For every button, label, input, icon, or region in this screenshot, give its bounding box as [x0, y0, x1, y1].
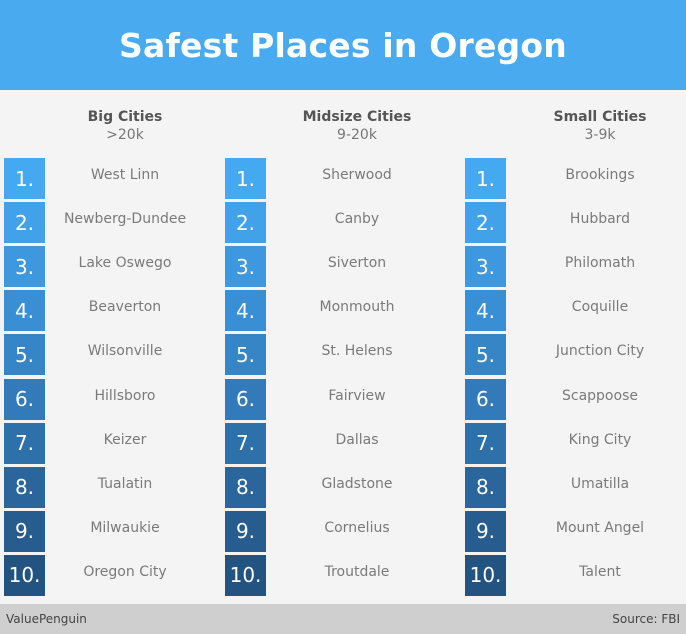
rank-badge: 4. — [4, 290, 45, 332]
city-name: Gladstone — [321, 475, 393, 492]
header-banner: Safest Places in Oregon — [0, 0, 686, 90]
city-name: Brookings — [565, 167, 635, 183]
city-name: Keizer — [103, 431, 147, 448]
column-subtitle: 9-20k — [337, 127, 377, 143]
rank-badge: 10. — [465, 554, 506, 596]
rank-badge: 1. — [225, 158, 266, 199]
rank-badge: 6. — [4, 378, 45, 420]
city-name: Scappoose — [562, 387, 638, 404]
rank-badge: 8. — [4, 466, 45, 508]
footer-bar: ValuePenguin Source: FBI — [0, 604, 686, 634]
rank-badge: 1. — [465, 158, 506, 199]
city-name: Siverton — [327, 255, 387, 272]
city-name: Hillsboro — [94, 387, 156, 404]
column-subtitle: >20k — [106, 127, 144, 143]
column-header: Small Cities 3-9k — [500, 108, 686, 144]
rank-badge: 7. — [225, 422, 266, 464]
city-name: Hubbard — [569, 211, 631, 228]
rank-badge: 3. — [465, 246, 506, 288]
rank-badge: 2. — [225, 202, 266, 244]
city-name: West Linn — [90, 167, 160, 183]
city-name: King City — [568, 431, 632, 448]
city-name: Monmouth — [319, 299, 395, 316]
city-name: Milwaukie — [90, 519, 160, 536]
rank-badge: 3. — [4, 246, 45, 288]
city-name: Tualatin — [97, 475, 153, 492]
rank-badge: 5. — [225, 334, 266, 376]
rank-badge: 6. — [465, 378, 506, 420]
city-name: Sherwood — [322, 167, 392, 183]
rank-badge: 10. — [4, 554, 45, 596]
column-title: Small Cities — [553, 109, 647, 125]
rank-badge: 7. — [465, 422, 506, 464]
column-title: Midsize Cities — [302, 109, 412, 125]
column-title: Big Cities — [87, 109, 163, 125]
city-name: Newberg-Dundee — [63, 211, 187, 228]
city-name: Coquille — [571, 299, 629, 316]
column-header: Big Cities >20k — [25, 108, 225, 144]
city-name: Junction City — [555, 343, 645, 360]
rank-badge: 9. — [4, 510, 45, 552]
city-name: Dallas — [335, 431, 379, 448]
city-name: St. Helens — [321, 343, 393, 360]
city-name: Mount Angel — [555, 519, 645, 536]
city-name: Cornelius — [324, 519, 390, 536]
page-title: Safest Places in Oregon — [119, 25, 567, 65]
city-name: Canby — [334, 211, 380, 228]
column-subtitle: 3-9k — [584, 127, 616, 143]
rank-badge: 6. — [225, 378, 266, 420]
rank-badge: 7. — [4, 422, 45, 464]
rank-badge: 1. — [4, 158, 45, 199]
city-name: Troutdale — [324, 563, 390, 580]
rank-badge: 4. — [225, 290, 266, 332]
brand-label: ValuePenguin — [6, 612, 87, 626]
rank-badge: 9. — [465, 510, 506, 552]
rankings-panel — [0, 90, 686, 604]
rank-badge: 3. — [225, 246, 266, 288]
city-name: Beaverton — [88, 299, 162, 316]
city-name: Philomath — [564, 255, 636, 272]
rank-badge: 8. — [465, 466, 506, 508]
rank-badge: 9. — [225, 510, 266, 552]
rank-badge: 2. — [465, 202, 506, 244]
city-name: Oregon City — [83, 563, 167, 580]
rank-badge: 8. — [225, 466, 266, 508]
column-header: Midsize Cities 9-20k — [257, 108, 457, 144]
rank-badge: 5. — [465, 334, 506, 376]
city-name: Talent — [579, 563, 621, 580]
source-label: Source: FBI — [612, 612, 680, 626]
city-name: Umatilla — [570, 475, 630, 492]
city-name: Lake Oswego — [78, 255, 172, 272]
rank-badge: 5. — [4, 334, 45, 376]
city-name: Wilsonville — [87, 343, 163, 360]
city-name: Fairview — [328, 387, 386, 404]
rank-badge: 4. — [465, 290, 506, 332]
rank-badge: 10. — [225, 554, 266, 596]
rank-badge: 2. — [4, 202, 45, 244]
